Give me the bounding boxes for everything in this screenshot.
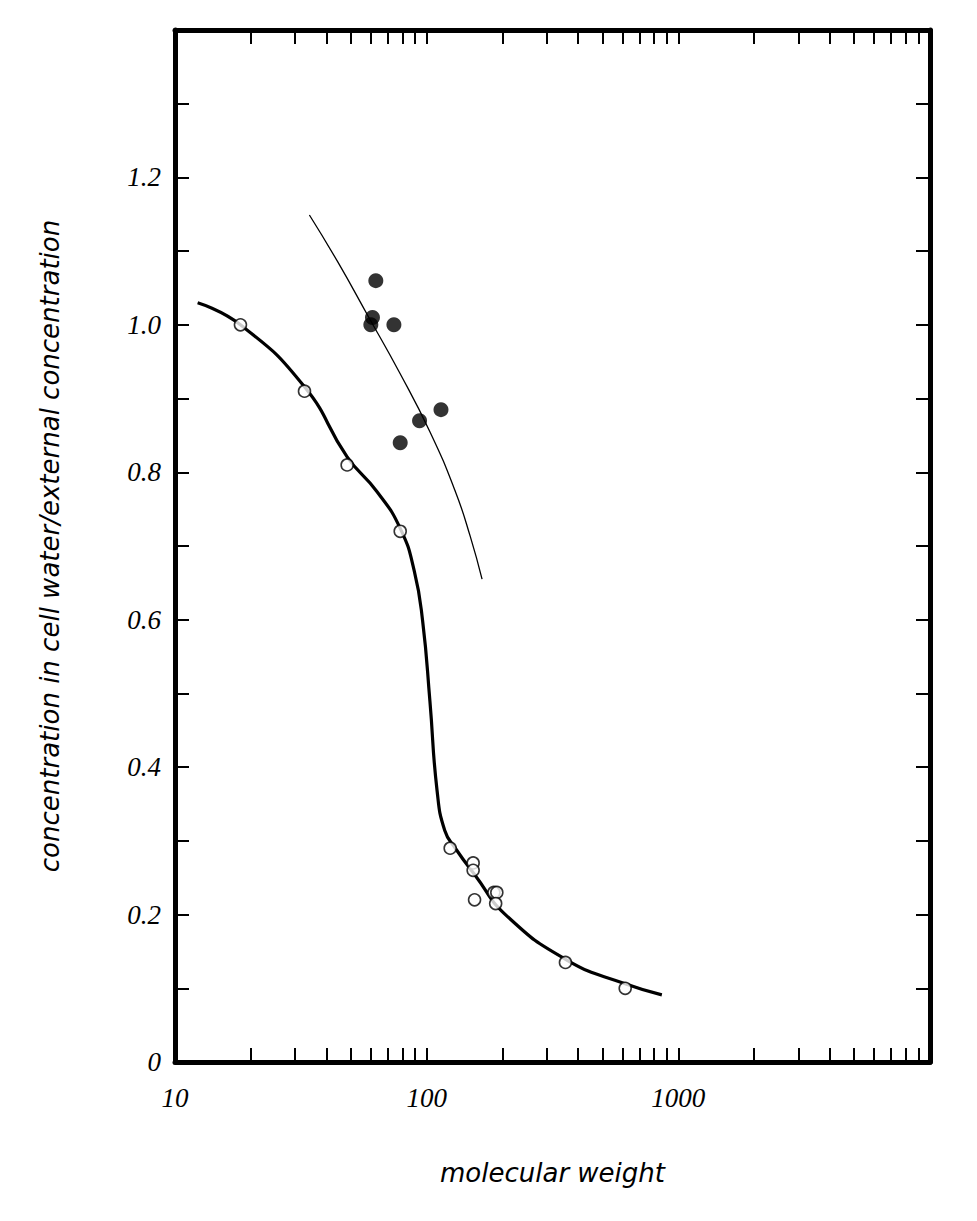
svg-text:1000: 1000: [651, 1083, 706, 1113]
svg-text:1.2: 1.2: [127, 162, 161, 192]
svg-text:0.4: 0.4: [127, 752, 161, 782]
svg-text:0: 0: [148, 1047, 162, 1077]
svg-text:0.2: 0.2: [127, 900, 161, 930]
svg-text:100: 100: [406, 1083, 447, 1113]
svg-text:0.8: 0.8: [127, 457, 161, 487]
svg-text:1.0: 1.0: [127, 310, 161, 340]
svg-text:10: 10: [162, 1083, 190, 1113]
svg-text:0.6: 0.6: [127, 605, 161, 635]
svg-text:molecular weight: molecular weight: [440, 1158, 666, 1188]
svg-text:concentration in cell water/ex: concentration in cell water/external con…: [35, 220, 65, 872]
